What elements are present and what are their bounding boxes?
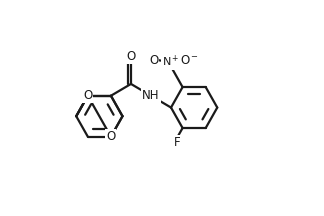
Text: O$^-$: O$^-$	[180, 54, 199, 67]
Text: NH: NH	[142, 89, 160, 102]
Text: O: O	[126, 50, 135, 63]
Text: O: O	[83, 89, 92, 102]
Text: O: O	[149, 54, 158, 67]
Text: N$^+$: N$^+$	[162, 54, 180, 69]
Text: O: O	[106, 130, 116, 143]
Text: F: F	[173, 136, 180, 149]
